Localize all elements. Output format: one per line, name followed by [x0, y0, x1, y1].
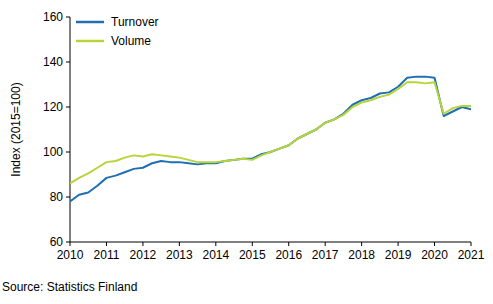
series-line: [70, 82, 471, 183]
x-tick: [215, 242, 216, 246]
x-tick-label: 2020: [421, 248, 448, 262]
x-tick-label: 2012: [130, 248, 157, 262]
y-tick-label: 140: [43, 55, 63, 69]
y-tick-label: 120: [43, 100, 63, 114]
x-tick-label: 2010: [57, 248, 84, 262]
x-tick: [252, 242, 253, 246]
x-tick: [471, 242, 472, 246]
x-tick: [398, 242, 399, 246]
y-tick-label: 60: [50, 235, 64, 249]
x-tick-label: 2015: [239, 248, 266, 262]
legend-label: Turnover: [111, 15, 159, 29]
legend-swatch: [76, 40, 104, 43]
chart: 60 80 100 120 140 160 2010 2011 2012 2013 2014 2015…: [0, 0, 493, 304]
y-tick: [66, 242, 70, 243]
x-tick: [106, 242, 107, 246]
x-tick: [434, 242, 435, 246]
x-tick-label: 2021: [458, 248, 485, 262]
x-tick-label: 2016: [275, 248, 302, 262]
x-tick: [288, 242, 289, 246]
legend-swatch: [76, 21, 104, 24]
x-axis: [70, 242, 471, 243]
x-tick-label: 2019: [385, 248, 412, 262]
y-axis: [70, 17, 71, 242]
x-tick: [325, 242, 326, 246]
series-line: [70, 77, 471, 202]
y-tick: [66, 152, 70, 153]
x-tick-label: 2017: [312, 248, 339, 262]
y-tick-label: 100: [43, 145, 63, 159]
x-tick: [361, 242, 362, 246]
legend-label: Volume: [111, 34, 151, 48]
y-tick: [66, 197, 70, 198]
y-axis-label: Index (2015=100): [9, 82, 23, 176]
x-tick: [179, 242, 180, 246]
y-tick-label: 80: [50, 190, 64, 204]
x-tick-label: 2014: [202, 248, 229, 262]
plot-area: [70, 77, 471, 202]
x-tick: [70, 242, 71, 246]
y-tick-label: 160: [43, 10, 63, 24]
y-tick: [66, 62, 70, 63]
x-tick-label: 2018: [348, 248, 375, 262]
y-tick: [66, 107, 70, 108]
x-tick: [142, 242, 143, 246]
y-tick: [66, 17, 70, 18]
x-tick-label: 2011: [94, 248, 120, 262]
x-tick-label: 2013: [166, 248, 193, 262]
source: Source: Statistics Finland: [2, 280, 137, 294]
